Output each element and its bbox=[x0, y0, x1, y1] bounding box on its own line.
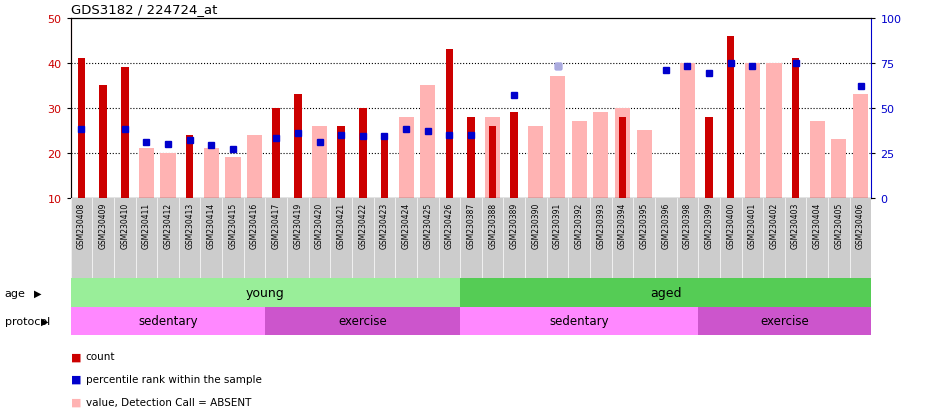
Text: value, Detection Call = ABSENT: value, Detection Call = ABSENT bbox=[86, 397, 252, 407]
Bar bbox=[461, 279, 871, 307]
Text: GSM230413: GSM230413 bbox=[186, 202, 194, 248]
Bar bbox=[359, 109, 366, 198]
Text: ▶: ▶ bbox=[34, 288, 41, 298]
Text: GSM230419: GSM230419 bbox=[293, 202, 302, 248]
Text: protocol: protocol bbox=[5, 316, 50, 326]
Bar bbox=[247, 135, 262, 198]
Text: GSM230414: GSM230414 bbox=[207, 202, 216, 248]
Text: exercise: exercise bbox=[338, 314, 387, 328]
Bar bbox=[467, 117, 475, 198]
Bar bbox=[71, 307, 266, 335]
Text: GSM230426: GSM230426 bbox=[445, 202, 454, 248]
Bar bbox=[337, 126, 345, 198]
Bar bbox=[853, 95, 869, 198]
Text: GSM230415: GSM230415 bbox=[229, 202, 237, 248]
Text: GSM230390: GSM230390 bbox=[531, 202, 541, 249]
Text: ■: ■ bbox=[71, 351, 81, 361]
Text: GSM230408: GSM230408 bbox=[77, 202, 86, 248]
Text: GSM230392: GSM230392 bbox=[575, 202, 584, 248]
Bar bbox=[203, 149, 219, 198]
Bar bbox=[698, 307, 871, 335]
Bar bbox=[294, 95, 301, 198]
Text: aged: aged bbox=[650, 286, 681, 299]
Bar bbox=[550, 77, 565, 198]
Text: GSM230406: GSM230406 bbox=[856, 202, 865, 249]
Text: GSM230404: GSM230404 bbox=[813, 202, 821, 249]
Bar bbox=[398, 117, 414, 198]
Bar bbox=[680, 64, 695, 198]
Bar bbox=[615, 109, 630, 198]
Text: GSM230405: GSM230405 bbox=[835, 202, 843, 249]
Text: GSM230388: GSM230388 bbox=[488, 202, 497, 248]
Bar bbox=[727, 37, 735, 198]
Bar bbox=[485, 117, 500, 198]
Text: percentile rank within the sample: percentile rank within the sample bbox=[86, 374, 262, 384]
Bar bbox=[266, 307, 461, 335]
Text: GSM230416: GSM230416 bbox=[250, 202, 259, 248]
Text: ▶: ▶ bbox=[41, 316, 49, 326]
Bar bbox=[511, 113, 518, 198]
Text: sedentary: sedentary bbox=[549, 314, 609, 328]
Bar bbox=[99, 86, 106, 198]
Text: ■: ■ bbox=[71, 397, 81, 407]
Bar bbox=[745, 64, 760, 198]
Bar bbox=[446, 50, 453, 198]
Text: GSM230417: GSM230417 bbox=[271, 202, 281, 248]
Text: young: young bbox=[246, 286, 284, 299]
Text: GSM230423: GSM230423 bbox=[380, 202, 389, 248]
Text: GSM230398: GSM230398 bbox=[683, 202, 692, 248]
Text: age: age bbox=[5, 288, 25, 298]
Bar bbox=[121, 68, 128, 198]
Bar bbox=[593, 113, 609, 198]
Text: GSM230421: GSM230421 bbox=[336, 202, 346, 248]
Bar bbox=[71, 279, 461, 307]
Text: GSM230401: GSM230401 bbox=[748, 202, 756, 248]
Bar bbox=[489, 126, 496, 198]
Bar bbox=[272, 109, 280, 198]
Text: count: count bbox=[86, 351, 115, 361]
Text: GSM230411: GSM230411 bbox=[142, 202, 151, 248]
Bar bbox=[312, 126, 327, 198]
Text: sedentary: sedentary bbox=[138, 314, 198, 328]
Text: GSM230420: GSM230420 bbox=[315, 202, 324, 248]
Text: GSM230399: GSM230399 bbox=[705, 202, 713, 249]
Bar bbox=[225, 158, 240, 198]
Bar bbox=[461, 307, 698, 335]
Text: GSM230422: GSM230422 bbox=[358, 202, 367, 248]
Text: GSM230395: GSM230395 bbox=[640, 202, 649, 249]
Bar bbox=[810, 122, 825, 198]
Bar bbox=[706, 117, 713, 198]
Text: GSM230393: GSM230393 bbox=[596, 202, 606, 249]
Bar bbox=[77, 59, 86, 198]
Bar bbox=[381, 135, 388, 198]
Text: GSM230424: GSM230424 bbox=[401, 202, 411, 248]
Bar bbox=[528, 126, 544, 198]
Bar bbox=[186, 135, 193, 198]
Text: GSM230412: GSM230412 bbox=[164, 202, 172, 248]
Text: GSM230396: GSM230396 bbox=[661, 202, 671, 249]
Text: GSM230389: GSM230389 bbox=[510, 202, 519, 248]
Text: GSM230402: GSM230402 bbox=[770, 202, 778, 248]
Bar bbox=[831, 140, 847, 198]
Text: GSM230387: GSM230387 bbox=[466, 202, 476, 248]
Text: GSM230400: GSM230400 bbox=[726, 202, 735, 249]
Text: GSM230409: GSM230409 bbox=[99, 202, 107, 249]
Text: GSM230425: GSM230425 bbox=[423, 202, 432, 248]
Bar bbox=[420, 86, 435, 198]
Bar bbox=[637, 131, 652, 198]
Bar bbox=[138, 149, 154, 198]
Text: GSM230410: GSM230410 bbox=[121, 202, 129, 248]
Text: GSM230394: GSM230394 bbox=[618, 202, 627, 249]
Text: GSM230403: GSM230403 bbox=[791, 202, 800, 249]
Bar bbox=[160, 153, 175, 198]
Text: GSM230391: GSM230391 bbox=[553, 202, 562, 248]
Bar bbox=[572, 122, 587, 198]
Bar bbox=[619, 117, 626, 198]
Text: ■: ■ bbox=[71, 374, 81, 384]
Text: exercise: exercise bbox=[760, 314, 809, 328]
Text: GDS3182 / 224724_at: GDS3182 / 224724_at bbox=[71, 3, 217, 16]
Bar bbox=[792, 59, 800, 198]
Bar bbox=[767, 64, 782, 198]
